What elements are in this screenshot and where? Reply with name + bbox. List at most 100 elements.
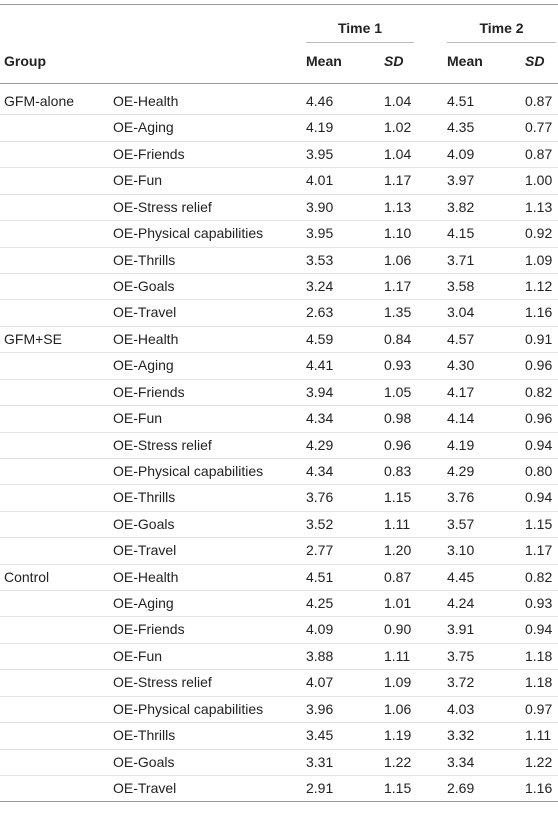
group-name: GFM-alone — [4, 93, 75, 109]
subheader: Mean — [306, 53, 342, 69]
outcome: OE-Friends — [113, 145, 185, 162]
row-rule — [0, 457, 558, 459]
outcome: OE-Health — [113, 93, 179, 109]
time1-sd: 0.96 — [384, 436, 412, 453]
time1-sd: 1.22 — [384, 753, 412, 770]
time1-sd: 0.93 — [384, 357, 412, 374]
time1-sd: 1.11 — [384, 647, 411, 664]
time2-sd: 0.96 — [525, 410, 553, 426]
time1-mean: 4.25 — [306, 595, 334, 611]
time1-mean: 4.09 — [306, 621, 334, 638]
outcome: OE-Travel — [113, 779, 177, 796]
group-header: Group — [4, 53, 46, 69]
time1-sd: 1.05 — [384, 383, 412, 400]
time2-sd: 1.09 — [525, 251, 553, 268]
time2-sd: 0.87 — [525, 93, 553, 109]
time2-sd: 0.80 — [525, 462, 553, 479]
row-rule — [0, 352, 558, 354]
time2-sd: 0.82 — [525, 568, 553, 585]
time1-sd: 0.98 — [384, 410, 412, 426]
row-rule — [0, 405, 558, 406]
time2-mean: 3.10 — [447, 542, 475, 559]
time1-mean: 4.19 — [306, 119, 334, 136]
time2-mean: 3.04 — [447, 304, 475, 321]
time2-mean: 3.58 — [447, 277, 475, 294]
time1-sd: 0.87 — [384, 568, 412, 585]
outcome: OE-Physical capabilities — [113, 700, 264, 717]
outcome: OE-Travel — [113, 304, 177, 321]
outcome: OE-Stress relief — [113, 436, 212, 453]
outcome: OE-Stress relief — [113, 198, 212, 215]
time2-mean: 4.17 — [447, 383, 475, 400]
time2-sd: 0.87 — [525, 145, 553, 162]
outcome: OE-Health — [113, 330, 179, 347]
time1-mean: 4.59 — [306, 330, 334, 347]
time1-sd: 0.90 — [384, 621, 412, 638]
row-rule — [0, 590, 558, 591]
outcome: OE-Physical capabilities — [113, 462, 264, 479]
row-rule — [0, 299, 558, 301]
time2-sd: 1.16 — [525, 779, 553, 796]
time2-sd: 0.82 — [525, 383, 553, 400]
row-rule — [0, 695, 558, 697]
time2-mean: 4.19 — [447, 436, 475, 453]
row-rule — [0, 748, 558, 750]
time1-mean: 3.95 — [306, 145, 334, 162]
outcome: OE-Fun — [113, 410, 163, 426]
time2-mean: 4.57 — [447, 330, 475, 347]
time-header: Time 2 — [479, 20, 524, 36]
time1-sd: 1.01 — [384, 595, 412, 611]
outcome: OE-Goals — [113, 753, 175, 770]
time1-mean: 3.53 — [306, 251, 334, 268]
time2-mean: 3.91 — [447, 621, 475, 638]
subheader: Mean — [447, 53, 483, 69]
time1-mean: 4.34 — [306, 462, 334, 479]
row-rule — [0, 140, 558, 142]
time-header: Time 1 — [337, 20, 383, 36]
time1-sd: 1.15 — [384, 779, 412, 796]
outcome: OE-Health — [113, 568, 179, 585]
row-rule — [0, 774, 558, 776]
time2-sd: 0.94 — [525, 621, 553, 638]
time1-sd: 1.17 — [384, 277, 412, 294]
outcome: OE-Fun — [113, 172, 163, 189]
outcome: OE-Stress relief — [113, 674, 212, 691]
time2-mean: 4.51 — [447, 93, 475, 109]
time1-mean: 2.77 — [306, 542, 334, 559]
row-rule — [0, 246, 558, 248]
time1-sd: 0.84 — [384, 330, 412, 347]
outcome: OE-Thrills — [113, 251, 176, 268]
time2-mean: 3.82 — [447, 198, 475, 215]
time2-mean: 3.97 — [447, 172, 475, 189]
row-rule — [0, 722, 558, 724]
time1-sd: 1.02 — [384, 119, 412, 136]
outcome: OE-Goals — [113, 277, 175, 294]
time1-sd: 1.35 — [384, 304, 412, 321]
time2-sd: 0.94 — [525, 489, 553, 506]
outcome: OE-Thrills — [113, 489, 176, 506]
time2-sd: 1.00 — [525, 172, 553, 189]
outcome: OE-Goals — [113, 515, 175, 532]
time1-mean: 3.45 — [306, 727, 334, 744]
row-rule — [0, 325, 558, 327]
time1-mean: 4.07 — [306, 674, 334, 691]
time1-mean: 3.96 — [306, 700, 334, 717]
time1-sd: 1.13 — [384, 198, 412, 215]
time1-mean: 3.76 — [306, 489, 334, 506]
time1-mean: 2.63 — [306, 304, 334, 321]
time2-mean: 3.32 — [447, 727, 475, 744]
time1-mean: 4.34 — [306, 410, 334, 426]
time2-sd: 1.18 — [525, 674, 553, 691]
outcome: OE-Aging — [113, 595, 174, 611]
time1-sd: 1.15 — [384, 489, 412, 506]
time2-mean: 4.45 — [447, 568, 475, 585]
time2-mean: 3.71 — [447, 251, 475, 268]
time2-mean: 4.35 — [447, 119, 475, 136]
outcome: OE-Physical capabilities — [113, 225, 264, 242]
time1-sd: 1.19 — [384, 727, 412, 744]
row-rule — [0, 193, 558, 195]
outcome: OE-Travel — [113, 542, 177, 559]
time2-sd: 0.96 — [525, 357, 553, 374]
time1-mean: 3.24 — [306, 277, 334, 294]
